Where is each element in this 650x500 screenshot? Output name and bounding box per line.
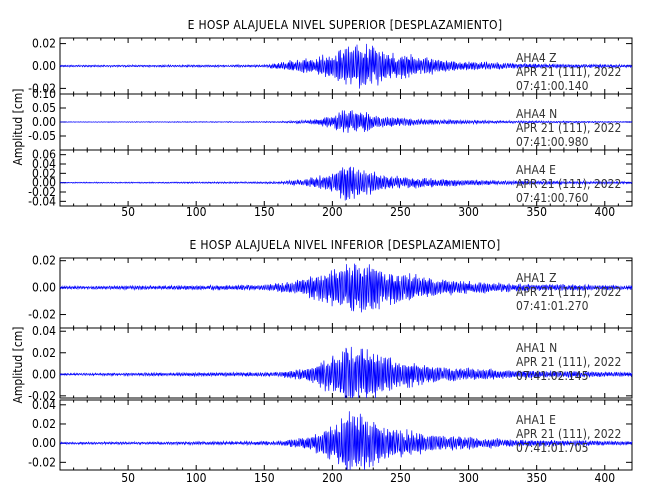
y-tick-label: 0.06 bbox=[32, 148, 56, 162]
y-tick-label: 0.00 bbox=[32, 59, 56, 73]
lower-y-axis-label: Amplitud [cm] bbox=[11, 327, 25, 404]
x-tick-label: 200 bbox=[322, 205, 343, 219]
y-tick-label: 0.00 bbox=[32, 367, 56, 381]
y-tick-label: -0.02 bbox=[28, 455, 56, 469]
date-label: APR 21 (111), 2022 bbox=[516, 427, 621, 441]
x-tick-label: 100 bbox=[186, 471, 207, 485]
station-label: AHA1 Z bbox=[516, 271, 557, 285]
y-tick-label: -0.02 bbox=[28, 185, 56, 199]
waveform-trace bbox=[59, 43, 633, 89]
y-tick-label: 0.02 bbox=[32, 346, 56, 360]
y-tick-label: 0.02 bbox=[32, 254, 56, 268]
station-label: AHA4 N bbox=[516, 107, 557, 121]
y-tick-label: -0.02 bbox=[28, 389, 56, 403]
y-tick-label: -0.04 bbox=[28, 194, 56, 208]
x-tick-label: 250 bbox=[390, 205, 411, 219]
lower-level-chart: E HOSP ALAJUELA NIVEL INFERIOR [DESPLAZA… bbox=[11, 238, 633, 485]
station-label: AHA1 N bbox=[516, 341, 557, 355]
lower-chart-title: E HOSP ALAJUELA NIVEL INFERIOR [DESPLAZA… bbox=[190, 238, 501, 252]
time-label: 07:41:00.760 bbox=[516, 191, 589, 205]
upper-level-chart: E HOSP ALAJUELA NIVEL SUPERIOR [DESPLAZA… bbox=[11, 18, 633, 219]
x-tick-label: 400 bbox=[594, 205, 615, 219]
waveform-trace bbox=[59, 263, 633, 313]
waveform-trace bbox=[59, 411, 633, 471]
date-label: APR 21 (111), 2022 bbox=[516, 121, 621, 135]
station-label: AHA1 E bbox=[516, 413, 556, 427]
x-tick-label: 350 bbox=[526, 205, 547, 219]
x-tick-label: 50 bbox=[121, 471, 135, 485]
date-label: APR 21 (111), 2022 bbox=[516, 177, 621, 191]
upper-y-axis-label: Amplitud [cm] bbox=[11, 89, 25, 166]
y-tick-label: 0.02 bbox=[32, 417, 56, 431]
time-label: 07:41:00.140 bbox=[516, 79, 589, 93]
x-tick-label: 150 bbox=[254, 471, 275, 485]
upper-chart-title: E HOSP ALAJUELA NIVEL SUPERIOR [DESPLAZA… bbox=[188, 18, 503, 32]
x-tick-label: 300 bbox=[458, 471, 479, 485]
y-tick-label: -0.05 bbox=[28, 129, 56, 143]
x-tick-label: 100 bbox=[186, 205, 207, 219]
y-tick-label: 0.10 bbox=[32, 87, 56, 101]
y-tick-label: 0.00 bbox=[32, 176, 56, 190]
y-tick-label: 0.02 bbox=[32, 37, 56, 51]
time-label: 07:41:01.270 bbox=[516, 299, 589, 313]
y-tick-label: 0.04 bbox=[32, 324, 56, 338]
x-tick-label: 400 bbox=[594, 471, 615, 485]
x-tick-label: 150 bbox=[254, 205, 275, 219]
y-tick-label: -0.02 bbox=[28, 308, 56, 322]
x-tick-label: 300 bbox=[458, 205, 479, 219]
station-label: AHA4 E bbox=[516, 163, 556, 177]
waveform-trace bbox=[60, 110, 633, 133]
x-tick-label: 50 bbox=[121, 205, 135, 219]
y-tick-label: 0.05 bbox=[32, 101, 56, 115]
y-tick-label: 0.04 bbox=[32, 398, 56, 412]
time-label: 07:41:00.980 bbox=[516, 135, 589, 149]
station-label: AHA4 Z bbox=[516, 51, 557, 65]
date-label: APR 21 (111), 2022 bbox=[516, 285, 621, 299]
y-tick-label: 0.02 bbox=[32, 166, 56, 180]
x-tick-label: 200 bbox=[322, 471, 343, 485]
waveform-trace bbox=[59, 346, 633, 399]
time-label: 07:41:01.705 bbox=[516, 441, 589, 455]
y-tick-label: 0.00 bbox=[32, 436, 56, 450]
x-tick-label: 250 bbox=[390, 471, 411, 485]
date-label: APR 21 (111), 2022 bbox=[516, 65, 621, 79]
y-tick-label: 0.00 bbox=[32, 281, 56, 295]
time-label: 07:41:02.145 bbox=[516, 369, 589, 383]
waveform-trace bbox=[59, 166, 633, 201]
y-tick-label: -0.02 bbox=[28, 81, 56, 95]
x-tick-label: 350 bbox=[526, 471, 547, 485]
date-label: APR 21 (111), 2022 bbox=[516, 355, 621, 369]
y-tick-label: 0.04 bbox=[32, 157, 56, 171]
y-tick-label: 0.00 bbox=[32, 115, 56, 129]
